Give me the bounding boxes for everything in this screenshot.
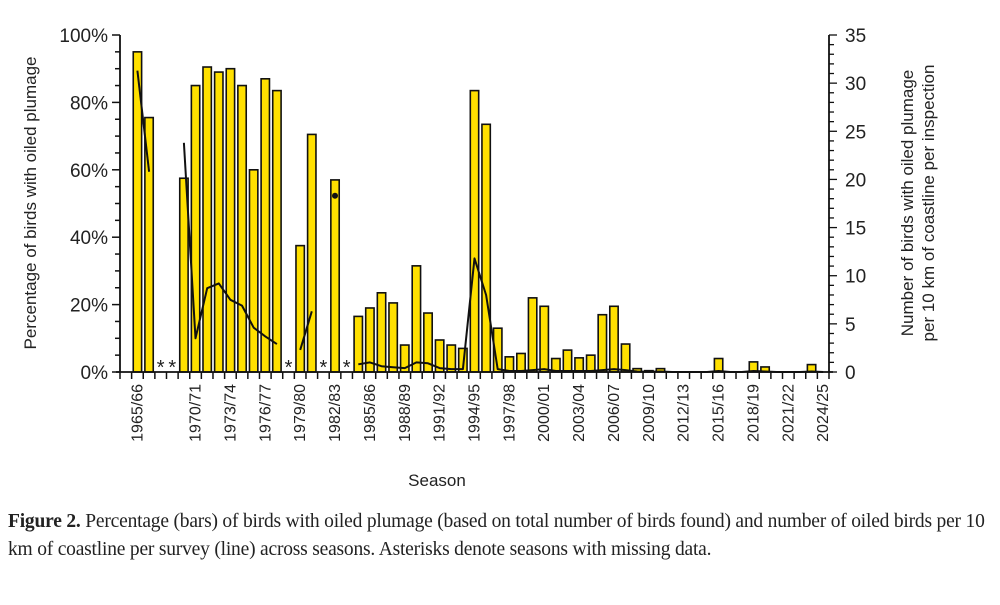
bar	[144, 116, 155, 373]
y-tick-label: 40%	[70, 228, 108, 249]
x-tick-label: 1965/66	[129, 384, 146, 442]
figure-caption: Figure 2. Percentage (bars) of birds wit…	[8, 508, 993, 564]
x-tick-label: 2006/07	[606, 384, 623, 442]
bar	[376, 292, 387, 373]
y-axis-label: Percentage of birds with oiled plumage	[21, 57, 40, 350]
y2-tick-label: 15	[845, 219, 866, 240]
axes: 0% 20% 40% 60% 80% 100% 0 5 10 15 20 25 30 35 1965/66 1…	[59, 26, 866, 442]
bar	[713, 357, 724, 373]
x-tick-label: 1985/86	[362, 384, 379, 442]
y-tick-label: 80%	[70, 93, 108, 114]
bar	[330, 179, 341, 373]
missing-data-asterisk: *	[320, 357, 328, 379]
bar	[620, 343, 631, 373]
x-tick-label: 1973/74	[222, 384, 239, 442]
bar	[202, 66, 213, 373]
bar	[388, 302, 399, 373]
x-tick-label: 1988/89	[397, 384, 414, 442]
bar	[608, 305, 619, 373]
y2-tick-label: 35	[845, 26, 866, 47]
y-tick-label: 20%	[70, 296, 108, 317]
missing-data-asterisk: *	[285, 357, 293, 379]
y-tick-label: 0%	[81, 363, 109, 384]
x-tick-label: 2018/19	[745, 384, 762, 442]
bar	[295, 244, 306, 373]
missing-markers: * * * * *	[157, 357, 351, 379]
figure-label: Figure 2.	[8, 511, 81, 532]
x-tick-label: 1994/95	[467, 384, 484, 442]
x-tick-label: 2012/13	[676, 384, 693, 442]
x-tick-label: 1976/77	[257, 384, 274, 442]
chart: * * * * * 0%20%40%60%80%100%0510152025303519…	[21, 26, 938, 490]
x-tick-label: 2009/10	[641, 384, 658, 442]
figure-caption-text: Percentage (bars) of birds with oiled pl…	[8, 511, 985, 560]
x-tick-label: 2003/04	[571, 384, 588, 442]
line-segment	[182, 142, 278, 345]
y2-tick-label: 5	[845, 315, 856, 336]
bar	[271, 89, 282, 373]
missing-data-asterisk: *	[157, 357, 165, 379]
x-tick-label: 1991/92	[432, 384, 449, 442]
bar	[237, 84, 248, 373]
x-tick-label: 1982/83	[327, 384, 344, 442]
bar	[527, 297, 538, 373]
line-segment	[299, 311, 313, 351]
y2-tick-label: 0	[845, 363, 856, 384]
bar	[213, 71, 224, 373]
x-tick-label: 2021/22	[780, 384, 797, 442]
x-axis-label: Season	[408, 471, 466, 490]
y2-tick-label: 20	[845, 170, 866, 191]
bar	[260, 78, 271, 373]
bar	[597, 313, 608, 373]
y2-tick-label: 10	[845, 267, 866, 288]
x-tick-label: 2024/25	[815, 384, 832, 442]
y-tick-label: 60%	[70, 161, 108, 182]
bar	[469, 89, 480, 373]
bar	[225, 67, 236, 373]
bar	[562, 349, 573, 373]
missing-data-asterisk: *	[343, 357, 351, 379]
bar	[481, 123, 492, 373]
missing-data-asterisk: *	[168, 357, 176, 379]
bar	[585, 354, 596, 373]
y2-tick-label: 25	[845, 122, 866, 143]
x-tick-label: 1997/98	[501, 384, 518, 442]
y2-tick-label: 30	[845, 74, 866, 95]
bar	[539, 305, 550, 373]
y2-axis-label-line2: per 10 km of coastline per inspection	[919, 65, 938, 342]
line-point	[332, 192, 338, 199]
bar	[411, 265, 422, 373]
x-tick-label: 1979/80	[292, 384, 309, 442]
x-tick-label: 1970/71	[188, 384, 205, 442]
bar	[516, 352, 526, 373]
line-segment	[136, 70, 151, 172]
x-tick-label: 2015/16	[711, 384, 728, 442]
bar-series	[132, 51, 817, 373]
bar	[248, 169, 259, 373]
bar	[306, 133, 317, 373]
bar	[574, 357, 585, 373]
y-tick-label: 100%	[59, 26, 108, 47]
y2-axis-label-line1: Number of birds with oiled plumage	[898, 70, 917, 336]
x-tick-label: 2000/01	[536, 384, 553, 442]
